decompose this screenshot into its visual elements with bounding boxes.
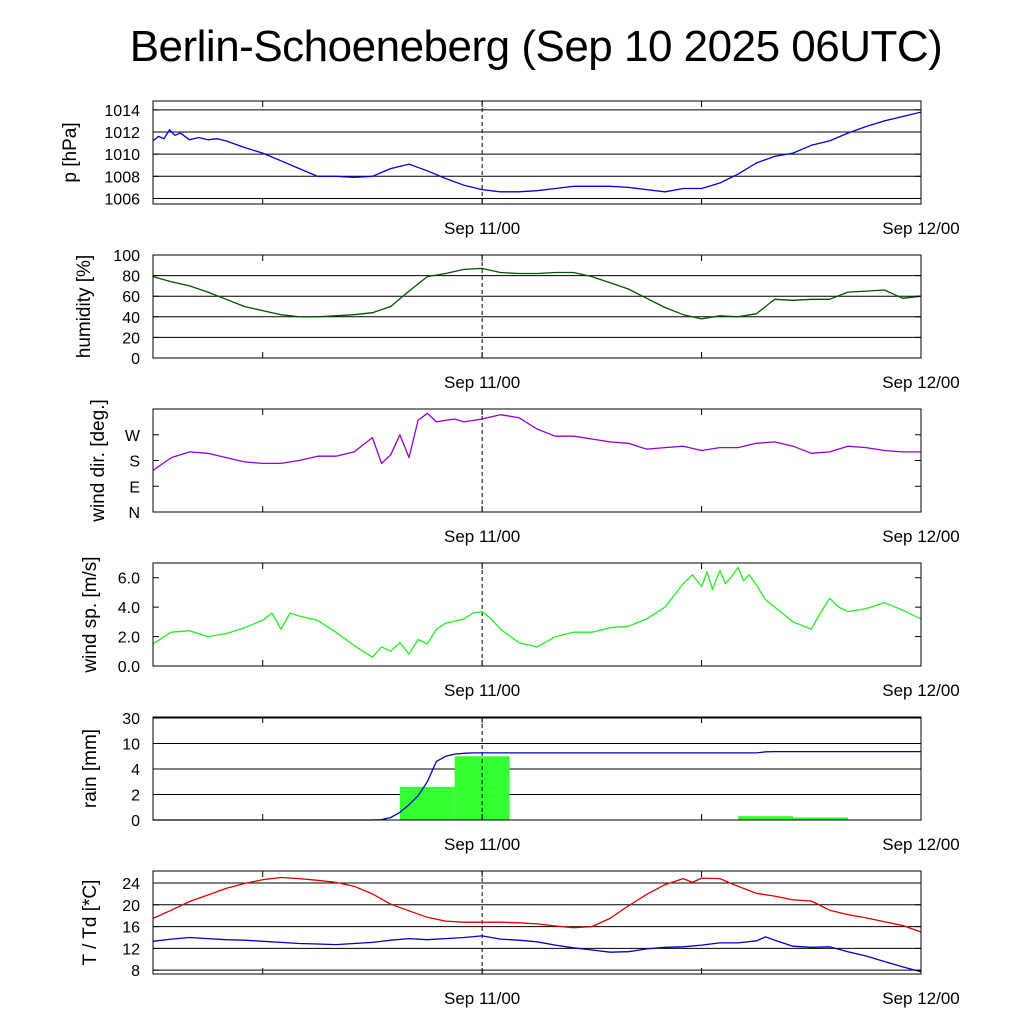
- chart-title: Berlin-Schoeneberg (Sep 10 2025 06UTC): [129, 22, 943, 71]
- plot-frame: [152, 254, 922, 359]
- y-tick-label: N: [128, 505, 140, 522]
- x-tick-label: Sep 11/00: [444, 373, 520, 392]
- y-tick-label: S: [129, 454, 140, 471]
- x-tick-label: Sep 12/00: [882, 835, 960, 854]
- panel-4: 0.0 2.0 4.0 6.0 Sep 11/00 Sep 12/00 wind sp. […: [80, 556, 960, 700]
- series-line-dewpoint: [152, 935, 922, 973]
- series-line-temperature: [152, 876, 922, 933]
- y-tick-label: 2.0: [118, 630, 140, 647]
- series-line-rain_accum: [153, 750, 921, 821]
- y-tick-label: 6.0: [118, 571, 140, 588]
- rain-bar: [399, 786, 455, 820]
- y-tick-label: E: [129, 479, 140, 496]
- y-tick-label: 0.0: [118, 659, 140, 676]
- x-tick-label: Sep 11/00: [444, 219, 520, 238]
- y-tick-label: 1006: [104, 191, 140, 208]
- series-line-wind_speed: [152, 566, 922, 658]
- x-tick-label: Sep 12/00: [882, 989, 960, 1008]
- y-axis-label: T / Td [*C]: [80, 880, 101, 966]
- y-tick-label: 80: [122, 269, 140, 286]
- series-line-pressure: [152, 111, 922, 193]
- x-tick-label: Sep 12/00: [882, 527, 960, 546]
- plot-frame: [152, 870, 922, 975]
- y-tick-label: 2: [131, 788, 140, 805]
- x-tick-label: Sep 12/00: [882, 373, 960, 392]
- y-tick-label: 10: [122, 737, 140, 754]
- y-tick-label: 40: [122, 310, 140, 327]
- y-tick-label: 16: [122, 920, 140, 937]
- y-tick-label: 4: [131, 762, 140, 779]
- y-tick-label: W: [125, 428, 141, 445]
- y-tick-label: 30: [122, 711, 140, 728]
- y-tick-label: 0: [131, 351, 140, 368]
- y-tick-label: 1008: [104, 169, 140, 186]
- y-axis-label: rain [mm]: [80, 729, 101, 808]
- y-tick-label: 8: [131, 963, 140, 980]
- panel-2: 0 20 40 60 80 100 Sep 11/00 Sep 12/00 humidity […: [74, 248, 960, 392]
- plot-frame: [152, 716, 922, 821]
- y-tick-label: 24: [122, 876, 140, 893]
- rain-bar: [793, 817, 848, 820]
- panel-5: 0 2 4 10 30 Sep 11/00 Sep 12/00 rain [mm]: [80, 711, 960, 854]
- y-tick-label: 20: [122, 330, 140, 347]
- x-tick-label: Sep 11/00: [444, 527, 520, 546]
- y-tick-label: 4.0: [118, 600, 140, 617]
- y-tick-label: 0: [131, 813, 140, 830]
- y-axis-label: p [hPa]: [60, 122, 81, 182]
- y-tick-label: 1012: [104, 125, 140, 142]
- y-tick-label: 1010: [104, 147, 140, 164]
- x-tick-label: Sep 12/00: [882, 681, 960, 700]
- x-tick-label: Sep 11/00: [444, 989, 520, 1008]
- series-line-humidity: [152, 267, 922, 320]
- plot-frame: [152, 408, 922, 513]
- y-tick-label: 12: [122, 941, 140, 958]
- y-axis-label: humidity [%]: [74, 255, 95, 358]
- y-axis-label: wind sp. [m/s]: [80, 556, 101, 673]
- rain-bar: [738, 816, 793, 820]
- plot-frame: [152, 100, 922, 205]
- x-tick-label: Sep 11/00: [444, 681, 520, 700]
- y-tick-label: 20: [122, 898, 140, 915]
- panel-1: 1006 1008 1010 1012 1014 Sep 11/00 Sep 12/00 p …: [60, 100, 960, 238]
- x-tick-label: Sep 12/00: [882, 219, 960, 238]
- y-tick-label: 1014: [104, 103, 140, 120]
- panel-6: 8 12 16 20 24 Sep 11/00 Sep 12/00 T / Td [*C]: [80, 870, 960, 1008]
- plot-frame: [152, 562, 922, 667]
- x-tick-label: Sep 11/00: [444, 835, 520, 854]
- y-axis-label: wind dir. [deg.]: [88, 399, 109, 523]
- y-tick-label: 60: [122, 289, 140, 306]
- y-tick-label: 100: [113, 248, 140, 265]
- series-line-wind_dir: [152, 412, 921, 472]
